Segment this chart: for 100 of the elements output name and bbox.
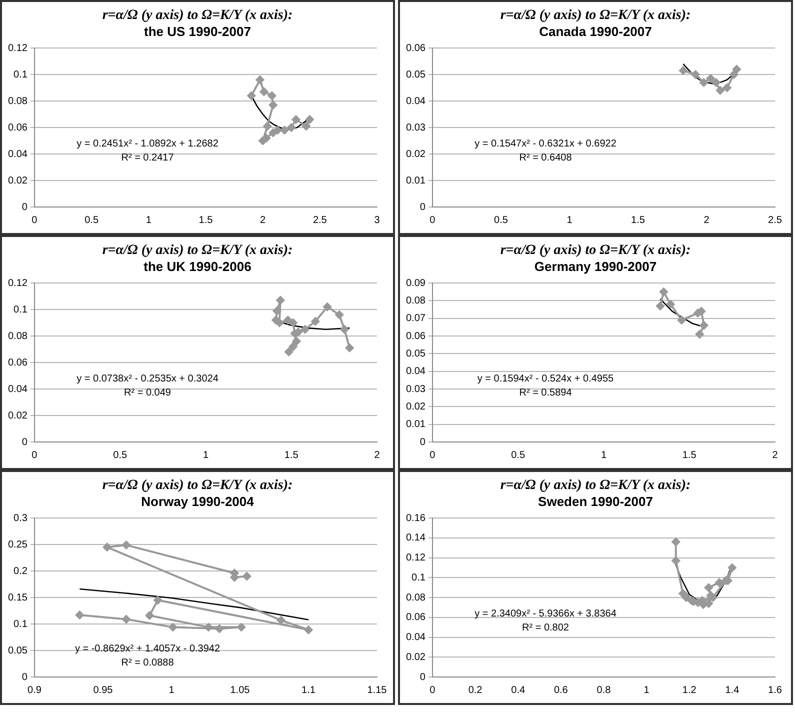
- y-tick-label: 0.02: [405, 652, 426, 663]
- x-tick-label: 0: [31, 450, 38, 461]
- y-tick-label: 0.04: [7, 148, 28, 160]
- chart-subtitle: the US 1990-2007: [144, 24, 251, 39]
- y-tick-label: 0.1: [411, 572, 426, 584]
- x-tick-label: 1.1: [301, 684, 316, 696]
- annotation: y = 0.1547x² - 0.6321x + 0.6922: [474, 138, 616, 150]
- y-tick-label: 0.06: [405, 612, 426, 624]
- y-tick-label: 0.05: [7, 645, 28, 656]
- x-tick-label: 0.9: [27, 684, 42, 696]
- y-tick-label: 0: [21, 672, 28, 683]
- x-tick-label: 0.8: [596, 684, 611, 696]
- y-tick-label: 0.05: [405, 69, 426, 80]
- y-tick-label: 0.09: [405, 278, 426, 289]
- y-tick-label: 0.04: [7, 384, 28, 395]
- y-tick-label: 0: [21, 436, 28, 448]
- y-tick-label: 0.1: [13, 304, 28, 316]
- x-tick-label: 1.6: [768, 684, 782, 696]
- annotation: y = 0.1594x² - 0.524x + 0.4955: [476, 374, 614, 385]
- x-tick-label: 1: [168, 684, 174, 696]
- x-tick-label: 1: [600, 450, 606, 461]
- y-tick-label: 0: [419, 202, 426, 213]
- annotation: R² = 0.2417: [120, 152, 174, 164]
- chart-subtitle: Canada 1990-2007: [539, 24, 652, 39]
- annotation: R² = 0.0888: [120, 658, 174, 669]
- y-tick-label: 0.06: [7, 357, 28, 368]
- y-tick-label: 0.08: [7, 96, 28, 107]
- x-tick-label: 1.15: [366, 684, 387, 696]
- y-tick-label: 0.02: [405, 401, 426, 412]
- annotation: R² = 0.049: [124, 388, 171, 399]
- y-tick-label: 0.12: [7, 278, 28, 289]
- x-tick-label: 3: [374, 214, 380, 226]
- x-tick-label: 2: [260, 214, 266, 226]
- y-tick-label: 0.1: [13, 69, 28, 80]
- x-tick-label: 0.4: [510, 684, 525, 696]
- x-tick-label: 0.6: [553, 684, 568, 696]
- chart-title: r=α/Ω (y axis) to Ω=K/Y (x axis):: [500, 243, 691, 259]
- x-tick-label: 0.5: [510, 450, 525, 461]
- y-tick-label: 0.12: [405, 552, 426, 564]
- x-tick-label: 1.5: [682, 450, 696, 461]
- annotation: R² = 0.802: [522, 622, 569, 634]
- y-tick-label: 0.15: [7, 592, 28, 604]
- y-tick-label: 0.08: [405, 295, 426, 306]
- y-tick-label: 0.01: [405, 419, 426, 430]
- x-tick-label: 1.4: [724, 684, 740, 696]
- y-tick-label: 0.04: [405, 632, 426, 643]
- y-tick-label: 0: [419, 436, 426, 448]
- y-tick-label: 0.02: [7, 175, 28, 186]
- annotation: y = 0.2451x² - 1.0892x + 1.2682: [76, 138, 218, 150]
- y-tick-label: 0.06: [7, 122, 28, 134]
- y-tick-label: 0.3: [13, 512, 28, 524]
- y-tick-label: 0.14: [405, 532, 426, 544]
- x-tick-label: 2.5: [768, 214, 782, 226]
- x-tick-label: 2: [772, 450, 778, 461]
- y-tick-label: 0.04: [405, 366, 426, 378]
- y-tick-label: 0.07: [405, 313, 426, 324]
- y-tick-label: 0.08: [7, 330, 28, 342]
- x-tick-label: 0.5: [84, 214, 98, 226]
- annotation: y = -0.8629x² + 1.4057x - 0.3942: [74, 644, 220, 655]
- chart-title: r=α/Ω (y axis) to Ω=K/Y (x axis):: [102, 478, 293, 494]
- chart-subtitle: the UK 1990-2006: [144, 259, 252, 274]
- chart-subtitle: Norway 1990-2004: [141, 494, 254, 509]
- annotation: R² = 0.5894: [518, 388, 572, 399]
- x-tick-label: 1.5: [198, 214, 213, 226]
- y-tick-label: 0.01: [405, 175, 426, 186]
- annotation: R² = 0.6408: [518, 152, 572, 164]
- y-tick-label: 0.03: [405, 122, 426, 134]
- x-tick-label: 1: [566, 214, 572, 226]
- y-tick-label: 0: [419, 672, 426, 683]
- chart-title: r=α/Ω (y axis) to Ω=K/Y (x axis):: [500, 478, 691, 494]
- x-tick-label: 0.2: [468, 684, 482, 696]
- x-tick-label: 0: [429, 684, 436, 696]
- x-tick-label: 1.05: [230, 684, 250, 696]
- y-tick-label: 0.02: [7, 410, 28, 422]
- y-tick-label: 0.05: [405, 348, 426, 360]
- x-tick-label: 0: [31, 214, 38, 226]
- y-tick-label: 0.06: [405, 330, 426, 342]
- x-tick-label: 2: [374, 450, 380, 461]
- x-tick-label: 0.5: [494, 214, 508, 226]
- y-tick-label: 0: [21, 202, 28, 213]
- x-tick-label: 0.5: [112, 450, 127, 461]
- chart-title: r=α/Ω (y axis) to Ω=K/Y (x axis):: [102, 8, 293, 24]
- y-tick-label: 0.08: [405, 592, 426, 604]
- x-tick-label: 0: [429, 214, 436, 226]
- x-tick-label: 0.95: [92, 684, 113, 696]
- annotation: y = 0.0738x² - 0.2535x + 0.3024: [76, 374, 218, 385]
- x-tick-label: 1.2: [682, 684, 696, 696]
- x-tick-label: 0: [429, 450, 436, 461]
- x-tick-label: 1: [202, 450, 208, 461]
- chart-subtitle: Germany 1990-2007: [534, 259, 657, 274]
- x-tick-label: 2.5: [312, 214, 327, 226]
- x-tick-label: 1: [643, 684, 650, 696]
- y-tick-label: 0.02: [405, 148, 426, 160]
- y-tick-label: 0.04: [405, 96, 426, 107]
- chart-subtitle: Sweden 1990-2007: [538, 494, 653, 509]
- chart-title: r=α/Ω (y axis) to Ω=K/Y (x axis):: [102, 243, 293, 259]
- x-tick-label: 1: [145, 214, 152, 226]
- y-tick-label: 0.03: [405, 384, 426, 395]
- y-tick-label: 0.25: [7, 539, 28, 550]
- chart-title: r=α/Ω (y axis) to Ω=K/Y (x axis):: [500, 8, 691, 24]
